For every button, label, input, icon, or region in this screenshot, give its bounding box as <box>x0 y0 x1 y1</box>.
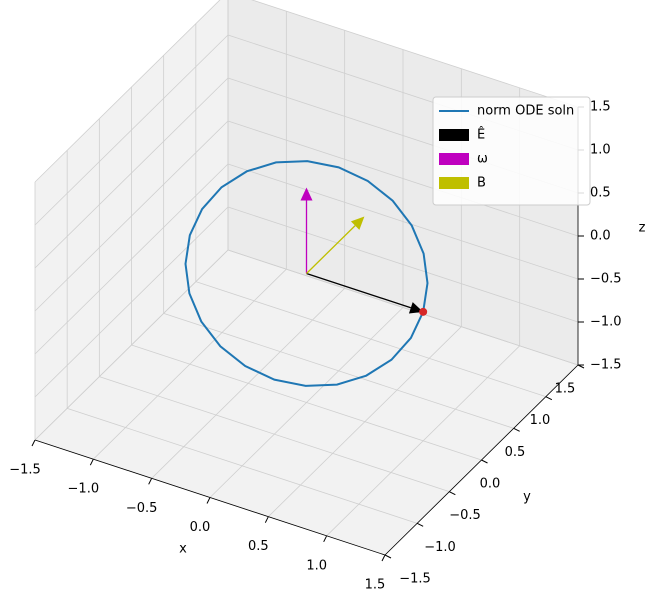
grid-line <box>34 206 229 398</box>
vector-head <box>350 216 365 230</box>
tick-mark <box>545 396 553 401</box>
grid-line <box>34 249 229 441</box>
y-tick-label: −1.5 <box>399 572 431 587</box>
grid-line <box>227 249 579 366</box>
vector-head <box>300 187 313 201</box>
legend-label: ω <box>477 152 488 167</box>
grid-line <box>99 376 450 493</box>
solution-curve <box>184 160 429 387</box>
grid-line <box>34 120 229 312</box>
tick-mark <box>323 535 328 543</box>
x-tick-label: −1.0 <box>68 482 100 497</box>
grid-line <box>227 163 579 280</box>
vector-shaft <box>306 272 412 309</box>
legend-box <box>432 96 591 206</box>
legend-patch <box>439 177 469 189</box>
grid-line <box>131 344 482 461</box>
x-tick-label: 0.0 <box>190 520 211 535</box>
tick-mark <box>481 459 488 464</box>
x-tick-label: 1.0 <box>306 558 327 573</box>
legend-label: Ê <box>477 127 485 143</box>
x-axis-line <box>34 439 386 556</box>
z-tick-label: 1.0 <box>590 143 611 158</box>
grid-line <box>227 206 579 323</box>
z-tick-label: 0.0 <box>590 229 611 244</box>
y-tick-label: 0.0 <box>480 477 501 492</box>
vector-shaft <box>306 225 356 274</box>
z-axis-label: z <box>639 221 646 236</box>
tick-mark <box>264 516 269 523</box>
x-axis-label: x <box>179 542 187 557</box>
z-tick-label: 0.5 <box>590 186 611 201</box>
tick-mark <box>416 522 424 527</box>
y-tick-label: 1.0 <box>530 413 551 428</box>
y-tick-label: −0.5 <box>449 508 481 523</box>
legend-label: norm ODE soln <box>477 104 574 119</box>
z-tick-label: −0.5 <box>590 272 622 287</box>
y-axis-line <box>384 364 579 556</box>
legend-patch <box>439 153 469 165</box>
point <box>419 307 428 316</box>
y-tick-label: 0.5 <box>505 445 526 460</box>
y-tick-label: −1.0 <box>424 540 456 555</box>
z-tick-label: −1.0 <box>590 315 622 330</box>
tick-mark <box>449 491 456 496</box>
grid-line <box>227 120 579 237</box>
tick-mark <box>381 554 386 562</box>
tick-mark <box>31 439 36 447</box>
tick-mark <box>89 458 94 466</box>
grid-line <box>195 281 546 398</box>
z-tick-label: 1.5 <box>590 100 611 115</box>
x-tick-label: −1.5 <box>9 463 41 478</box>
grid-line <box>251 0 579 108</box>
grid-line <box>67 407 418 524</box>
tick-mark <box>513 427 520 432</box>
legend-label: B <box>477 176 486 191</box>
x-tick-label: 1.5 <box>365 578 386 593</box>
tick-mark <box>148 478 153 485</box>
legend-patch <box>439 129 469 141</box>
x-tick-label: 0.5 <box>248 539 269 554</box>
grid-line <box>34 0 221 183</box>
y-tick-label: 1.5 <box>555 382 576 397</box>
z-tick-label: −1.5 <box>590 358 622 373</box>
tick-mark <box>384 554 392 559</box>
grid-line <box>163 312 514 429</box>
grid-line <box>34 77 229 269</box>
y-axis-label: y <box>523 490 531 505</box>
tick-mark <box>206 497 211 504</box>
grid-line <box>34 34 229 226</box>
grid-line <box>34 163 229 355</box>
x-tick-label: −0.5 <box>126 501 158 516</box>
